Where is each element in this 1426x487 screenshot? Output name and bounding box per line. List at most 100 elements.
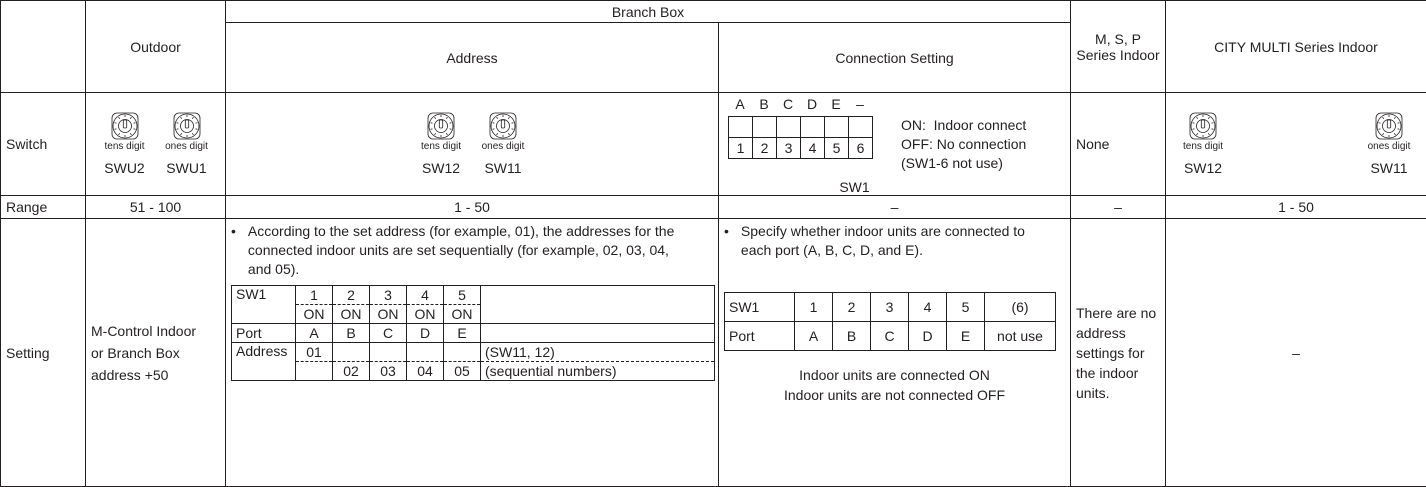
dial-tick — [446, 117, 447, 119]
dial-tick — [180, 133, 181, 135]
dip-number: 3 — [776, 137, 801, 159]
row-label: Setting — [1, 219, 86, 487]
sub-cell: B — [333, 324, 370, 343]
sub-label: Port — [725, 322, 795, 351]
cell: There are no address settings for the in… — [1071, 219, 1166, 487]
cell-text: – — [891, 199, 899, 215]
sub-cell: not use — [985, 322, 1056, 351]
dip-letter: A — [728, 94, 752, 114]
sub-cell: 03 — [370, 362, 407, 381]
dip-letter: C — [776, 94, 800, 114]
dial-tick — [176, 123, 178, 124]
sub-cell: A — [296, 324, 333, 343]
dial-tick — [431, 123, 433, 124]
dial-tick — [118, 117, 119, 119]
sub-cell: A — [795, 322, 833, 351]
dial-tick — [130, 133, 131, 135]
sub-cell: 3 — [871, 293, 909, 322]
header-cell: Branch Box — [226, 1, 1071, 23]
dip-blank — [800, 116, 825, 138]
cell-text: 51 - 100 — [130, 199, 181, 215]
dial-tick — [1212, 129, 1214, 130]
cell: – — [719, 196, 1071, 219]
sub-cell: 1 — [296, 286, 333, 305]
cell-text: – — [1292, 345, 1300, 361]
sub-cell: 5 — [947, 293, 985, 322]
dial-knob — [497, 120, 510, 133]
dial-caption: ones digit — [165, 141, 208, 152]
dial-knob — [435, 120, 448, 133]
dial-tick — [114, 129, 116, 130]
sub-label: Address — [232, 343, 296, 381]
dial-tick — [195, 123, 197, 124]
rotary-dial — [1375, 112, 1403, 140]
cell-text: – — [1114, 199, 1122, 215]
dial-tick — [512, 123, 514, 124]
dial-tick — [133, 129, 135, 130]
cell-text: There are no address settings for the in… — [1076, 303, 1160, 403]
cell: – — [1166, 219, 1426, 487]
dial-tick — [1193, 129, 1195, 130]
dial-tick — [1197, 133, 1198, 135]
sub-cell — [333, 343, 370, 362]
dip-number: 1 — [728, 137, 753, 159]
row-label-text: Setting — [6, 345, 50, 361]
dip-letter: – — [848, 94, 872, 114]
dial-tick — [118, 133, 119, 135]
header-cell: M, S, P Series Indoor — [1071, 1, 1166, 93]
row-label: Range — [1, 196, 86, 219]
dial-tick — [192, 117, 193, 119]
dip-note: (SW1-6 not use) — [901, 154, 1026, 173]
note: Indoor units are connected ON — [724, 365, 1065, 385]
dip-letter: B — [752, 94, 776, 114]
sub-cell: ON — [370, 305, 407, 324]
header-text: Branch Box — [612, 4, 684, 20]
header-row: Outdoor Branch Box M, S, P Series Indoor… — [1, 1, 1426, 23]
dial-group: tens digit SW12 — [413, 112, 469, 176]
header-text: Outdoor — [130, 39, 181, 55]
sub-cell: B — [833, 322, 871, 351]
dial-knob — [1197, 120, 1210, 133]
dial-tick — [1208, 133, 1209, 135]
dial-tick — [1379, 123, 1381, 124]
sub-cell: 4 — [909, 293, 947, 322]
cell-text: 1 - 50 — [1278, 199, 1314, 215]
dial-tick — [435, 133, 436, 135]
dial-tick — [512, 129, 514, 130]
sub-label: SW1 — [725, 293, 795, 322]
dip-letter: D — [800, 94, 824, 114]
sub-label: Port — [232, 324, 296, 343]
sub-cell: 2 — [333, 286, 370, 305]
corner-cell — [1, 1, 86, 93]
dial-tick — [1383, 117, 1384, 119]
switch-name: SW12 — [422, 160, 460, 176]
cell: M-Control Indoor or Branch Box address +… — [86, 219, 226, 487]
cell-text: None — [1076, 136, 1109, 152]
sub-cell: 05 — [444, 362, 481, 381]
cell-text: 1 - 50 — [454, 199, 490, 215]
header-cell: CITY MULTI Series Indoor — [1166, 1, 1426, 93]
cell-text: M-Control Indoor or Branch Box address +… — [91, 320, 201, 386]
range-row: Range 51 - 100 1 - 50 – – 1 - 50 — [1, 196, 1426, 219]
switch-name: SWU2 — [104, 160, 144, 176]
header-cell: Connection Setting — [719, 23, 1071, 93]
dial-tick — [1379, 129, 1381, 130]
cell: 1 - 50 — [1166, 196, 1426, 219]
rotary-dial — [173, 112, 201, 140]
row-label-text: Range — [6, 199, 47, 215]
sub-cell — [444, 343, 481, 362]
dial-tick — [493, 123, 495, 124]
dial-tick — [1394, 133, 1395, 135]
dip-blank — [728, 116, 753, 138]
dip-number: 5 — [824, 137, 849, 159]
dial-caption: tens digit — [421, 141, 461, 152]
dip-number: 2 — [752, 137, 777, 159]
